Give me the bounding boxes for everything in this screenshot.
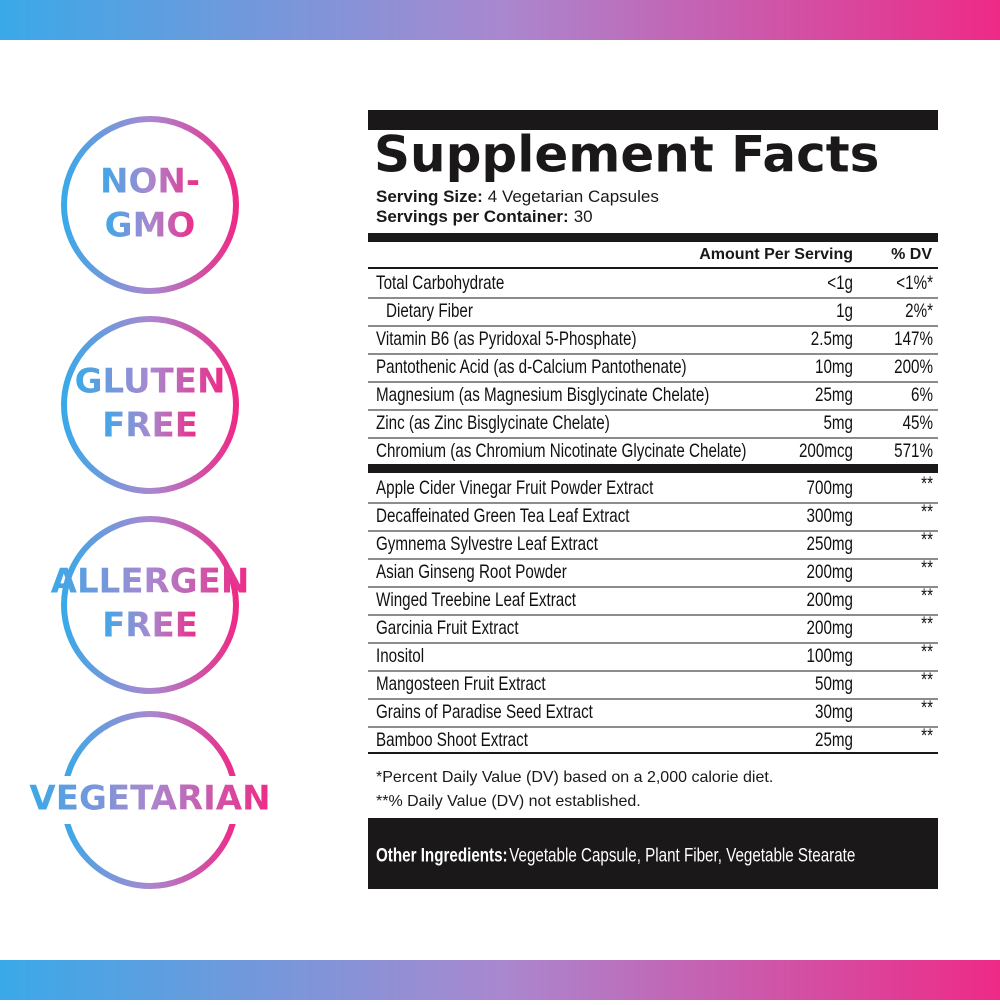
ingredient-name: Chromium (as Chromium Nicotinate Glycina… <box>376 439 746 461</box>
top-bar <box>0 0 1000 40</box>
daily-value: 147% <box>894 327 933 349</box>
amount: 2.5mg <box>811 327 853 349</box>
serving-size: Serving Size: 4 Vegetarian Capsules <box>376 187 659 206</box>
amount: 300mg <box>807 504 853 526</box>
thick-rule <box>368 464 938 473</box>
ingredient-name: Bamboo Shoot Extract <box>376 728 528 750</box>
amount: 700mg <box>807 476 853 498</box>
value: 30 <box>574 207 593 226</box>
daily-value: 2%* <box>905 299 933 321</box>
amount: 25mg <box>815 383 853 405</box>
amount: 50mg <box>815 672 853 694</box>
amount: 250mg <box>807 532 853 554</box>
ingredient-name: Total Carbohydrate <box>376 271 504 293</box>
daily-value: ** <box>921 528 933 550</box>
ingredient-name: Grains of Paradise Seed Extract <box>376 700 593 722</box>
ingredient-name: Gymnema Sylvestre Leaf Extract <box>376 532 598 554</box>
header-dv: % DV <box>891 246 932 263</box>
badge-gap <box>30 776 270 824</box>
thick-rule <box>368 233 938 242</box>
footnote: *Percent Daily Value (DV) based on a 2,0… <box>376 769 773 786</box>
badge-text: VEGETARIAN <box>29 779 270 819</box>
value: 4 Vegetarian Capsules <box>488 187 659 206</box>
ingredient-name: Decaffeinated Green Tea Leaf Extract <box>376 504 630 526</box>
amount: 1g <box>836 299 853 321</box>
daily-value: ** <box>921 612 933 634</box>
ingredient-name: Winged Treebine Leaf Extract <box>376 588 576 610</box>
daily-value: ** <box>921 472 933 494</box>
other-ingredients-box <box>368 818 938 889</box>
other-ingredients: Other Ingredients:Vegetable Capsule, Pla… <box>376 843 855 865</box>
label: Other Ingredients: <box>376 843 508 865</box>
ingredient-name: Zinc (as Zinc Bisglycinate Chelate) <box>376 411 610 433</box>
badge-ring <box>61 316 239 494</box>
daily-value: ** <box>921 724 933 746</box>
badge-text: NON- <box>100 162 200 202</box>
badge-text: FREE <box>102 406 198 446</box>
bottom-bar <box>0 960 1000 1000</box>
daily-value: 200% <box>894 355 933 377</box>
daily-value: 6% <box>911 383 933 405</box>
amount: 100mg <box>807 644 853 666</box>
badge-text: ALLERGEN <box>51 562 250 602</box>
daily-value: ** <box>921 640 933 662</box>
daily-value: ** <box>921 500 933 522</box>
daily-value: ** <box>921 556 933 578</box>
footnote: **% Daily Value (DV) not established. <box>376 793 641 810</box>
amount: 200mcg <box>799 439 853 461</box>
amount: 200mg <box>807 616 853 638</box>
badge-ring <box>61 516 239 694</box>
top-rule <box>368 110 938 130</box>
ingredient-name: Asian Ginseng Root Powder <box>376 560 567 582</box>
ingredient-name: Pantothenic Acid (as d-Calcium Pantothen… <box>376 355 687 377</box>
daily-value: <1%* <box>896 271 933 293</box>
ingredient-name: Mangosteen Fruit Extract <box>376 672 546 694</box>
header-amount: Amount Per Serving <box>699 246 853 263</box>
amount: <1g <box>827 271 853 293</box>
amount: 25mg <box>815 728 853 750</box>
label: Servings per Container: <box>376 207 569 226</box>
ingredient-name: Magnesium (as Magnesium Bisglycinate Che… <box>376 383 709 405</box>
ingredient-name: Dietary Fiber <box>386 299 473 321</box>
daily-value: ** <box>921 584 933 606</box>
facts-title: Supplement Facts <box>374 126 879 184</box>
daily-value: 571% <box>894 439 933 461</box>
ingredient-name: Apple Cider Vinegar Fruit Powder Extract <box>376 476 654 498</box>
badge-text: FREE <box>102 606 198 646</box>
ingredient-name: Garcinia Fruit Extract <box>376 616 519 638</box>
badge-text: GMO <box>105 206 196 246</box>
daily-value: 45% <box>903 411 933 433</box>
badge-text: GLUTEN <box>75 362 226 402</box>
amount: 200mg <box>807 560 853 582</box>
amount: 30mg <box>815 700 853 722</box>
value: Vegetable Capsule, Plant Fiber, Vegetabl… <box>509 843 855 865</box>
badge-ring <box>61 116 239 294</box>
daily-value: ** <box>921 668 933 690</box>
amount: 5mg <box>823 411 853 433</box>
amount: 10mg <box>815 355 853 377</box>
label: Serving Size: <box>376 187 483 206</box>
amount: 200mg <box>807 588 853 610</box>
servings-per-container: Servings per Container: 30 <box>376 207 593 226</box>
daily-value: ** <box>921 696 933 718</box>
ingredient-name: Inositol <box>376 644 424 666</box>
ingredient-name: Vitamin B6 (as Pyridoxal 5-Phosphate) <box>376 327 637 349</box>
